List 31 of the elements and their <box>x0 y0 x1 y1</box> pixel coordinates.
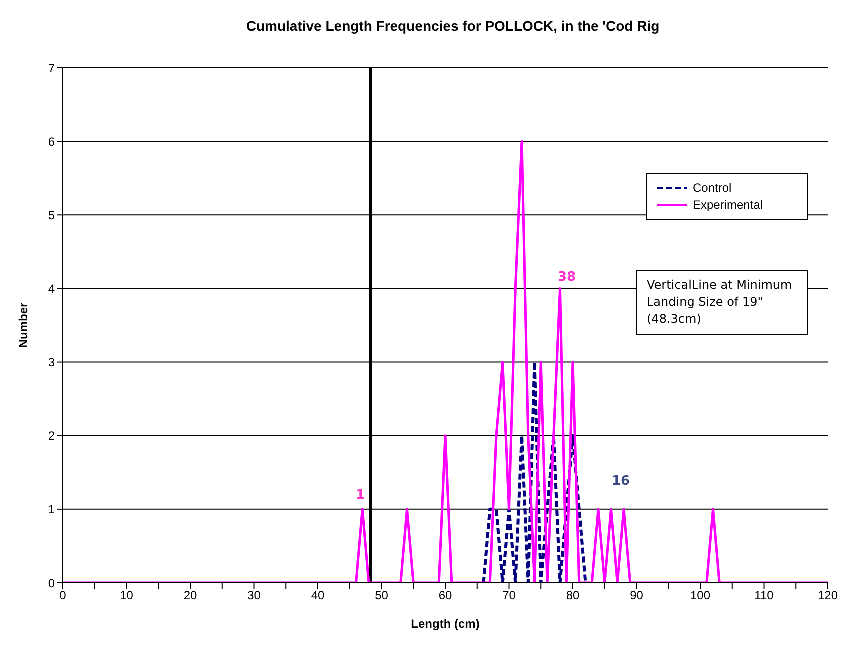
y-tick-label: 7 <box>48 61 56 76</box>
x-tick-label: 10 <box>120 588 134 603</box>
y-tick-label: 6 <box>48 134 56 149</box>
legend-label: Control <box>693 181 732 195</box>
x-axis-title: Length (cm) <box>411 617 480 631</box>
legend-label: Experimental <box>693 198 764 212</box>
y-tick-label: 4 <box>48 282 56 296</box>
chart-title: Cumulative Length Frequencies for POLLOCK, in the 'Cod Rig <box>245 17 661 36</box>
x-tick-label: 30 <box>248 588 262 603</box>
x-tick-label: 70 <box>502 588 516 603</box>
annotation: 1 <box>356 488 366 503</box>
x-tick-label: 40 <box>311 588 325 603</box>
y-tick-label: 2 <box>48 429 56 444</box>
y-tick-label: 1 <box>48 502 56 517</box>
x-tick-label: 50 <box>375 588 389 603</box>
x-tick-label: 0 <box>60 588 67 603</box>
annotation: 16 <box>612 474 630 489</box>
x-tick-label: 20 <box>184 588 198 603</box>
y-tick-label: 5 <box>48 208 56 222</box>
line-series <box>482 360 588 583</box>
x-tick-label: 120 <box>818 588 838 603</box>
annotation: VerticalLine at Minimum Landing Size of 19" (48.3cm) <box>636 270 808 335</box>
y-axis-title: Number <box>16 302 30 348</box>
y-tick-label: 3 <box>48 356 56 370</box>
x-tick-label: 80 <box>566 588 580 603</box>
y-tick-label: 0 <box>48 576 56 590</box>
x-tick-label: 60 <box>438 588 452 603</box>
annotation: 38 <box>558 270 576 285</box>
x-tick-label: 90 <box>630 588 644 603</box>
x-tick-label: 100 <box>690 588 711 603</box>
x-tick-label: 110 <box>754 588 774 603</box>
